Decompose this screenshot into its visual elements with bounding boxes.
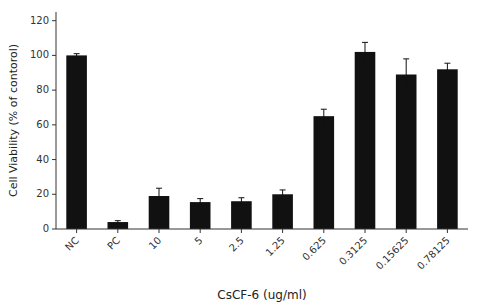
y-tick bbox=[52, 90, 56, 91]
bar bbox=[437, 69, 458, 229]
bar bbox=[190, 202, 211, 229]
error-bar bbox=[238, 198, 244, 205]
bar bbox=[396, 74, 417, 229]
y-tick bbox=[52, 20, 56, 21]
y-tick-label: 20 bbox=[36, 188, 49, 199]
error-bar bbox=[362, 42, 368, 61]
x-tick bbox=[200, 229, 201, 233]
x-tick bbox=[159, 229, 160, 233]
bar bbox=[272, 194, 293, 229]
x-tick bbox=[282, 229, 283, 233]
y-tick bbox=[52, 159, 56, 160]
chart-container: 0 20 40 60 80 100 120 NC PC 10 5 2.5 1.25 0.625 0.3125… bbox=[0, 0, 480, 307]
axes: 0 20 40 60 80 100 120 NC PC 10 5 2.5 1.25 0.625 0.3125… bbox=[30, 12, 468, 272]
error-bar bbox=[403, 59, 409, 90]
y-tick-label: 100 bbox=[30, 49, 49, 60]
y-tick-label: 60 bbox=[36, 119, 49, 130]
y-tick bbox=[52, 194, 56, 195]
bar bbox=[314, 116, 335, 229]
error-bar bbox=[280, 190, 286, 199]
y-tick-label: 40 bbox=[36, 154, 49, 165]
x-tick bbox=[406, 229, 407, 233]
error-bar bbox=[115, 221, 121, 224]
error-bar bbox=[321, 109, 327, 123]
bar bbox=[355, 52, 376, 229]
x-tick bbox=[241, 229, 242, 233]
x-tick bbox=[323, 229, 324, 233]
y-axis-label: Cell Viability (% of contorol) bbox=[7, 44, 20, 197]
y-tick-label: 80 bbox=[36, 84, 49, 95]
chart: 0 20 40 60 80 100 120 NC PC 10 5 2.5 1.25 0.625 0.3125… bbox=[0, 0, 480, 307]
x-tick-label: 0.15625 bbox=[374, 235, 411, 272]
x-tick bbox=[447, 229, 448, 233]
x-tick-label: 1.25 bbox=[263, 235, 287, 259]
x-tick-label: 0.78125 bbox=[415, 235, 452, 272]
y-axis-line bbox=[56, 12, 57, 229]
bar bbox=[66, 55, 87, 229]
y-tick bbox=[52, 55, 56, 56]
x-axis-label: CsCF-6 (ug/ml) bbox=[217, 288, 306, 302]
x-tick-label: 0.3125 bbox=[337, 235, 370, 268]
x-tick-label: NC bbox=[63, 235, 81, 253]
error-bar bbox=[156, 188, 162, 204]
x-tick-label: 5 bbox=[192, 235, 204, 247]
error-bar bbox=[197, 199, 203, 206]
x-tick-label: 0.625 bbox=[300, 235, 328, 263]
y-tick-label: 0 bbox=[43, 223, 49, 234]
x-tick bbox=[76, 229, 77, 233]
bar bbox=[231, 201, 252, 229]
x-tick-label: 10 bbox=[147, 235, 164, 252]
x-tick bbox=[365, 229, 366, 233]
x-tick bbox=[117, 229, 118, 233]
error-bar bbox=[74, 54, 80, 57]
y-tick bbox=[52, 229, 56, 230]
y-tick bbox=[52, 124, 56, 125]
error-bar bbox=[444, 63, 450, 75]
x-tick-label: PC bbox=[105, 235, 122, 252]
y-tick-label: 120 bbox=[30, 15, 49, 26]
x-tick-label: 2.5 bbox=[227, 235, 246, 254]
plot-area bbox=[66, 42, 457, 229]
bar bbox=[108, 222, 129, 229]
